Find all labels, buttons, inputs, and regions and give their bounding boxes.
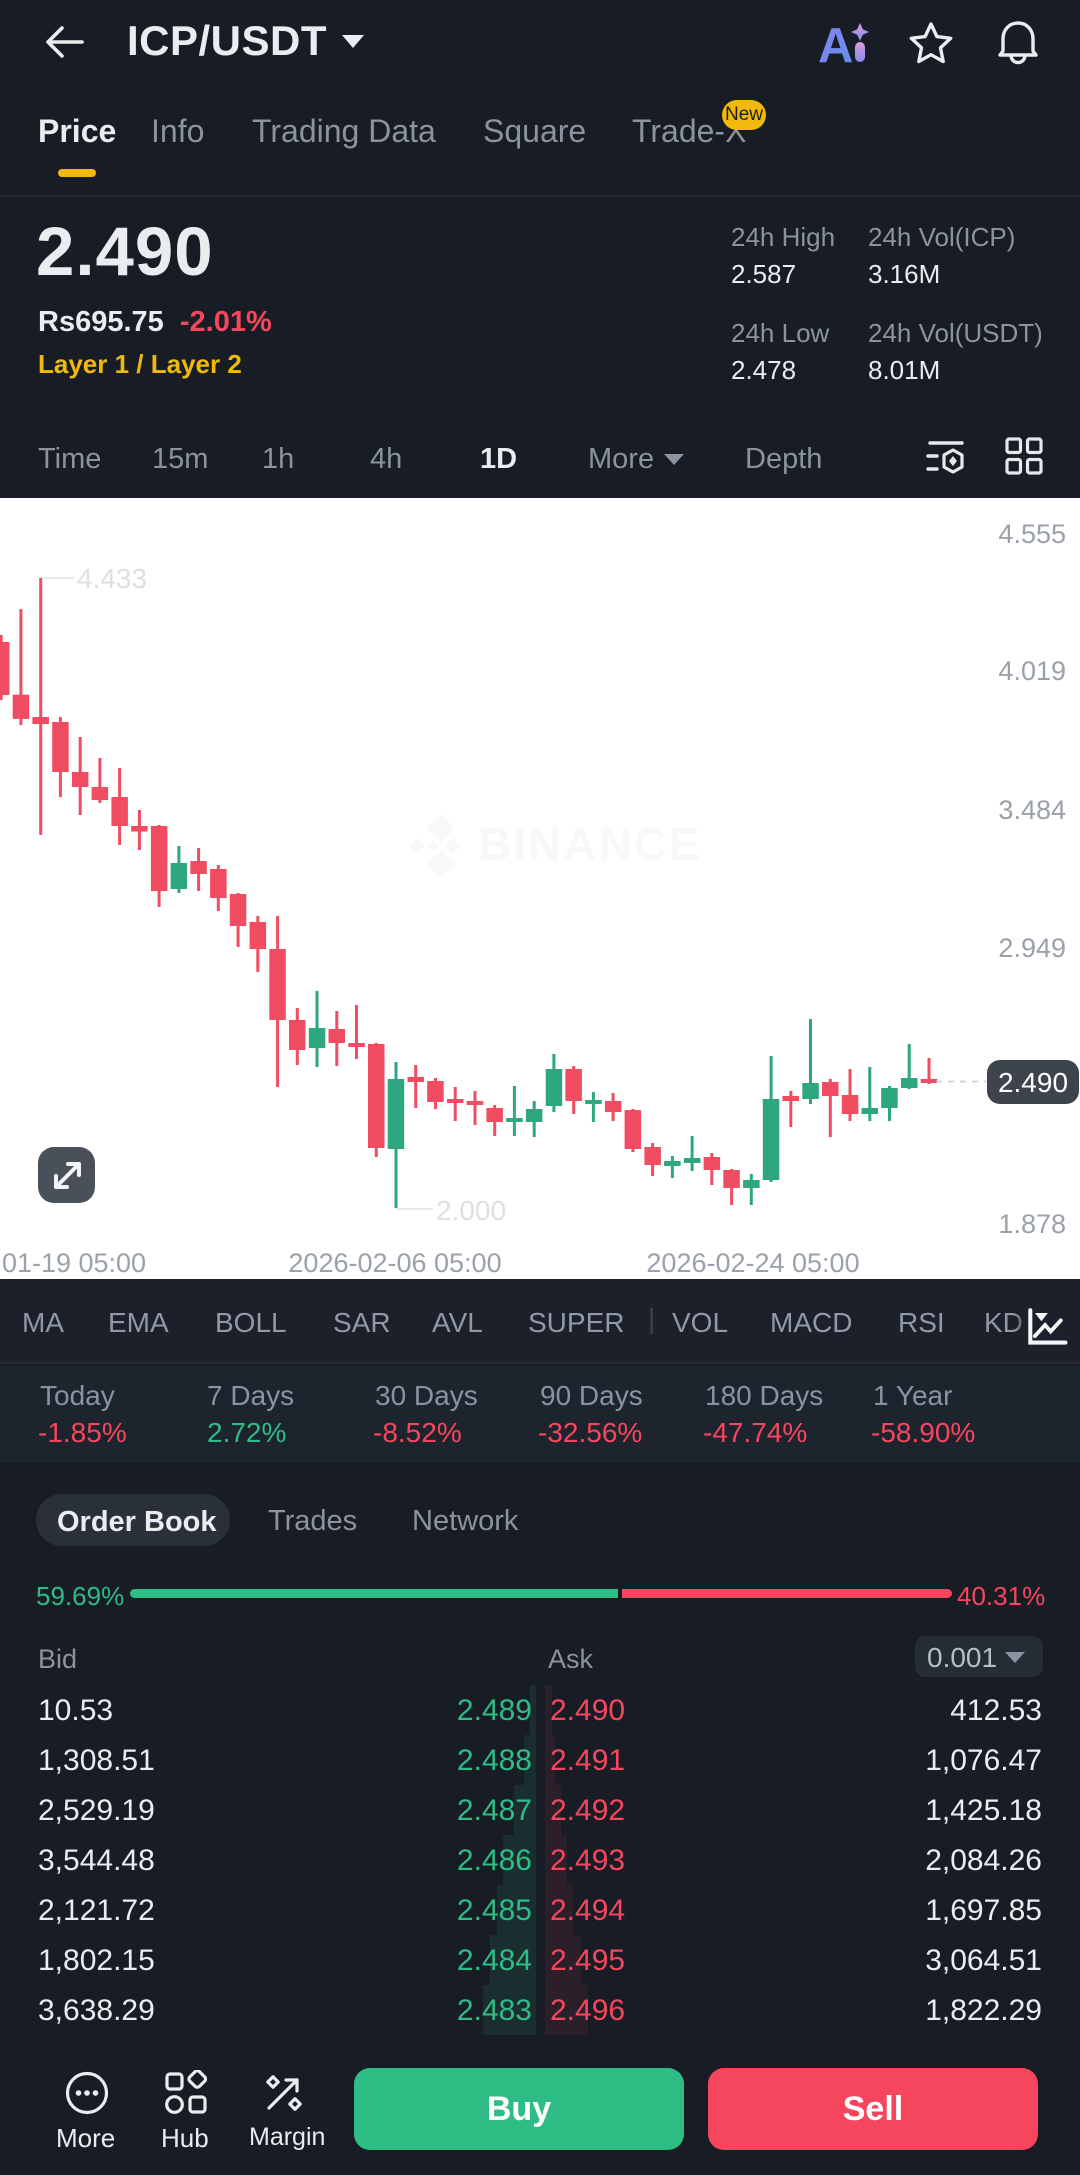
svg-text:2026-02-24 05:00: 2026-02-24 05:00 [646,1248,859,1278]
svg-text:2.949: 2.949 [998,933,1066,963]
svg-text:4.433: 4.433 [77,563,147,594]
svg-text:2.490: 2.490 [998,1067,1068,1098]
svg-text:4.019: 4.019 [998,656,1066,686]
svg-text:4.555: 4.555 [998,519,1066,549]
svg-text:1.878: 1.878 [998,1209,1066,1239]
svg-text:BINANCE: BINANCE [478,818,702,870]
svg-text:01-19 05:00: 01-19 05:00 [2,1248,146,1278]
svg-text:A: A [818,19,853,67]
svg-text:3.484: 3.484 [998,795,1066,825]
svg-text:2026-02-06 05:00: 2026-02-06 05:00 [288,1248,501,1278]
svg-text:2.000: 2.000 [436,1195,506,1226]
